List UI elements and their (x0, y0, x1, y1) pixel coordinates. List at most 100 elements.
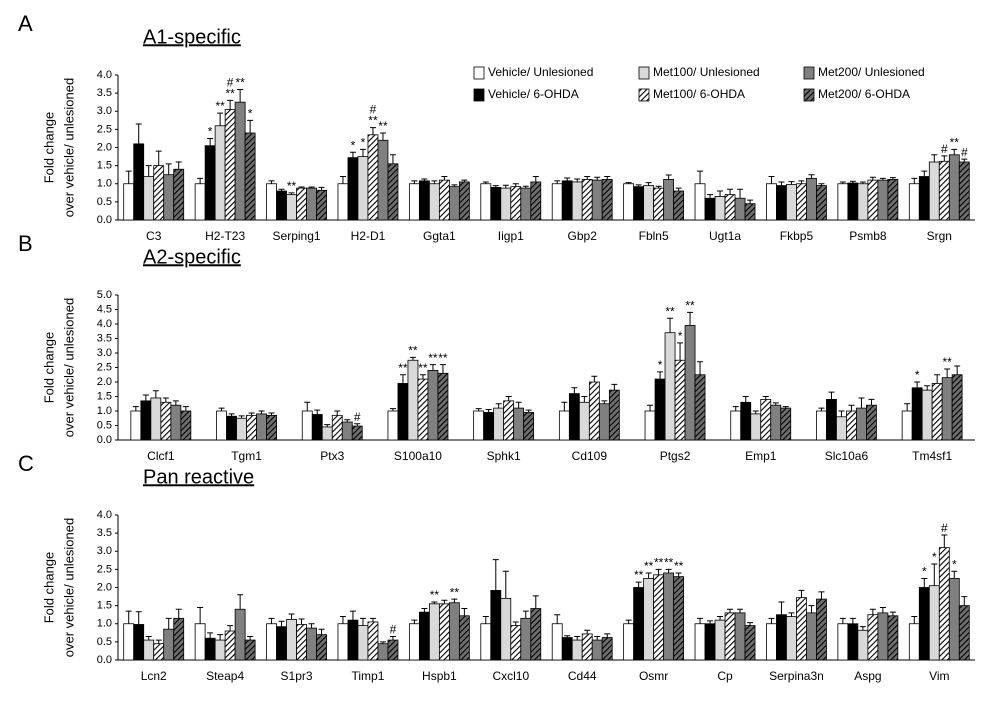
significance-label: # (354, 410, 361, 424)
error-bar (492, 185, 499, 188)
error-bar (268, 412, 275, 416)
bar (351, 425, 363, 441)
significance-label: ** (674, 559, 684, 573)
y-tick-label: 4.0 (97, 69, 112, 81)
bar (216, 410, 227, 441)
error-bar (512, 183, 519, 187)
y-tick-label: 1.0 (97, 618, 112, 630)
bar (311, 414, 323, 441)
error-bar (839, 617, 846, 624)
x-tick-label: H2-D1 (351, 229, 386, 243)
legend-swatch (473, 88, 485, 102)
error-bar (564, 635, 571, 638)
error-bar (818, 183, 825, 186)
error-bar (304, 401, 311, 411)
error-bar (717, 190, 724, 197)
significance-label: ** (418, 361, 428, 375)
x-tick-label: Sphk1 (487, 449, 521, 463)
error-bar (439, 364, 446, 374)
error-bar (762, 396, 769, 400)
bar (837, 623, 849, 661)
error-bar (152, 390, 159, 398)
y-axis-label: over vehicle/ unlesioned (61, 518, 76, 657)
bar (776, 614, 787, 661)
bar (908, 623, 920, 661)
error-bar (217, 634, 224, 641)
bar (674, 359, 686, 441)
error-bar (532, 595, 539, 609)
bar (194, 623, 206, 661)
bar (224, 630, 236, 661)
significance-label: # (941, 142, 948, 156)
y-tick-label: 0.5 (97, 196, 112, 208)
error-bar (227, 625, 234, 631)
bar (173, 617, 185, 661)
x-tick-label: Timp1 (352, 669, 385, 683)
error-bar (849, 617, 856, 624)
significance-label: ** (378, 119, 388, 133)
bar (123, 623, 135, 661)
bar (938, 160, 950, 221)
bar (911, 387, 923, 441)
y-tick-label: 0.0 (97, 434, 112, 446)
bar (153, 643, 165, 661)
error-bar (747, 622, 754, 626)
error-bar (914, 381, 921, 388)
error-bar (675, 187, 682, 191)
error-bar (869, 608, 876, 615)
error-bar (278, 620, 285, 627)
error-bar (389, 408, 396, 411)
error-bar (495, 403, 502, 409)
bar (408, 623, 420, 661)
x-tick-label: Srgn (927, 229, 952, 243)
bar (306, 627, 317, 661)
error-bar (298, 618, 305, 625)
legend-swatch (803, 88, 815, 102)
bar (458, 181, 470, 221)
error-bar (931, 154, 938, 162)
bar (276, 190, 287, 221)
error-bar (924, 385, 931, 391)
bar (684, 325, 696, 441)
bar (744, 625, 756, 661)
panel-label: B (18, 231, 33, 256)
error-bar (268, 180, 275, 184)
y-axis-label: over vehicle/ unlesioned (61, 298, 76, 437)
error-bar (238, 415, 245, 419)
y-tick-label: 4.0 (97, 509, 112, 521)
error-bar (218, 407, 225, 411)
bar (387, 639, 399, 661)
bar (724, 194, 736, 221)
bar (578, 401, 590, 441)
x-tick-label: Cd109 (572, 449, 608, 463)
error-bar (502, 570, 509, 599)
y-tick-label: 5.0 (97, 289, 112, 301)
bar (337, 623, 349, 661)
bar (437, 372, 449, 441)
error-bar (934, 374, 941, 384)
bar (266, 183, 277, 221)
bar (867, 614, 879, 661)
bar (150, 397, 162, 441)
significance-label: ** (942, 355, 952, 369)
error-bar (717, 616, 724, 621)
y-tick-label: 0.0 (97, 214, 112, 226)
error-bar (142, 394, 149, 401)
bar (704, 623, 716, 661)
error-bar (145, 165, 152, 177)
error-bar (492, 559, 499, 591)
bar (643, 578, 655, 661)
error-bar (248, 412, 255, 416)
bar (958, 605, 970, 661)
y-tick-label: 4.5 (97, 303, 112, 315)
y-tick-label: 0.0 (97, 654, 112, 666)
error-bar (197, 177, 204, 184)
bar (458, 615, 470, 661)
bar (357, 625, 369, 661)
y-tick-label: 1.5 (97, 390, 112, 402)
bar (337, 183, 349, 221)
error-bar (482, 616, 489, 624)
error-bar (904, 403, 911, 411)
error-bar (697, 170, 704, 184)
